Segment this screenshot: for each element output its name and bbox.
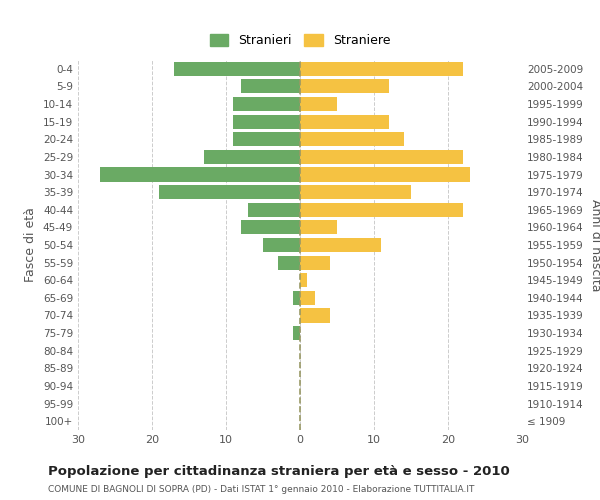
- Bar: [300, 168, 470, 181]
- Bar: [174, 62, 300, 76]
- Bar: [300, 256, 329, 270]
- Text: Popolazione per cittadinanza straniera per età e sesso - 2010: Popolazione per cittadinanza straniera p…: [48, 465, 510, 478]
- Bar: [300, 220, 337, 234]
- Bar: [300, 150, 463, 164]
- Bar: [300, 291, 315, 305]
- Bar: [300, 80, 389, 94]
- Bar: [300, 132, 404, 146]
- Bar: [300, 308, 329, 322]
- Bar: [300, 185, 411, 199]
- Bar: [278, 256, 300, 270]
- Bar: [300, 273, 307, 287]
- Bar: [100, 168, 300, 181]
- Bar: [300, 97, 337, 111]
- Bar: [241, 220, 300, 234]
- Bar: [293, 291, 300, 305]
- Bar: [241, 80, 300, 94]
- Bar: [300, 238, 382, 252]
- Bar: [300, 202, 463, 217]
- Text: COMUNE DI BAGNOLI DI SOPRA (PD) - Dati ISTAT 1° gennaio 2010 - Elaborazione TUTT: COMUNE DI BAGNOLI DI SOPRA (PD) - Dati I…: [48, 485, 475, 494]
- Bar: [233, 114, 300, 128]
- Bar: [263, 238, 300, 252]
- Y-axis label: Anni di nascita: Anni di nascita: [589, 198, 600, 291]
- Y-axis label: Fasce di età: Fasce di età: [25, 208, 37, 282]
- Bar: [233, 97, 300, 111]
- Bar: [293, 326, 300, 340]
- Bar: [204, 150, 300, 164]
- Bar: [300, 62, 463, 76]
- Bar: [300, 114, 389, 128]
- Bar: [248, 202, 300, 217]
- Bar: [233, 132, 300, 146]
- Legend: Stranieri, Straniere: Stranieri, Straniere: [205, 29, 395, 52]
- Bar: [160, 185, 300, 199]
